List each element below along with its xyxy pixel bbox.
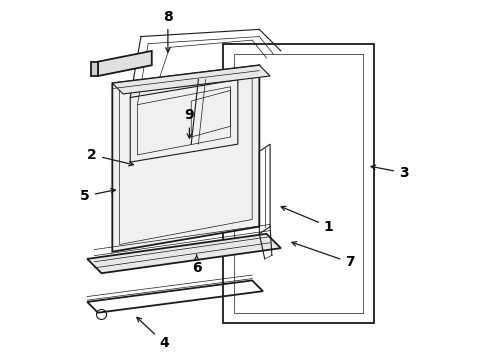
- Polygon shape: [91, 62, 98, 76]
- Text: 4: 4: [137, 318, 169, 350]
- Text: 3: 3: [371, 165, 409, 180]
- Polygon shape: [112, 65, 259, 252]
- Polygon shape: [98, 51, 152, 76]
- Text: 6: 6: [192, 255, 201, 275]
- Text: 9: 9: [185, 108, 194, 138]
- Text: 7: 7: [292, 242, 355, 270]
- Polygon shape: [112, 65, 270, 94]
- Text: 8: 8: [163, 10, 173, 52]
- Text: 2: 2: [87, 148, 133, 166]
- Text: 5: 5: [80, 189, 116, 203]
- Text: 1: 1: [281, 206, 334, 234]
- Polygon shape: [87, 234, 281, 273]
